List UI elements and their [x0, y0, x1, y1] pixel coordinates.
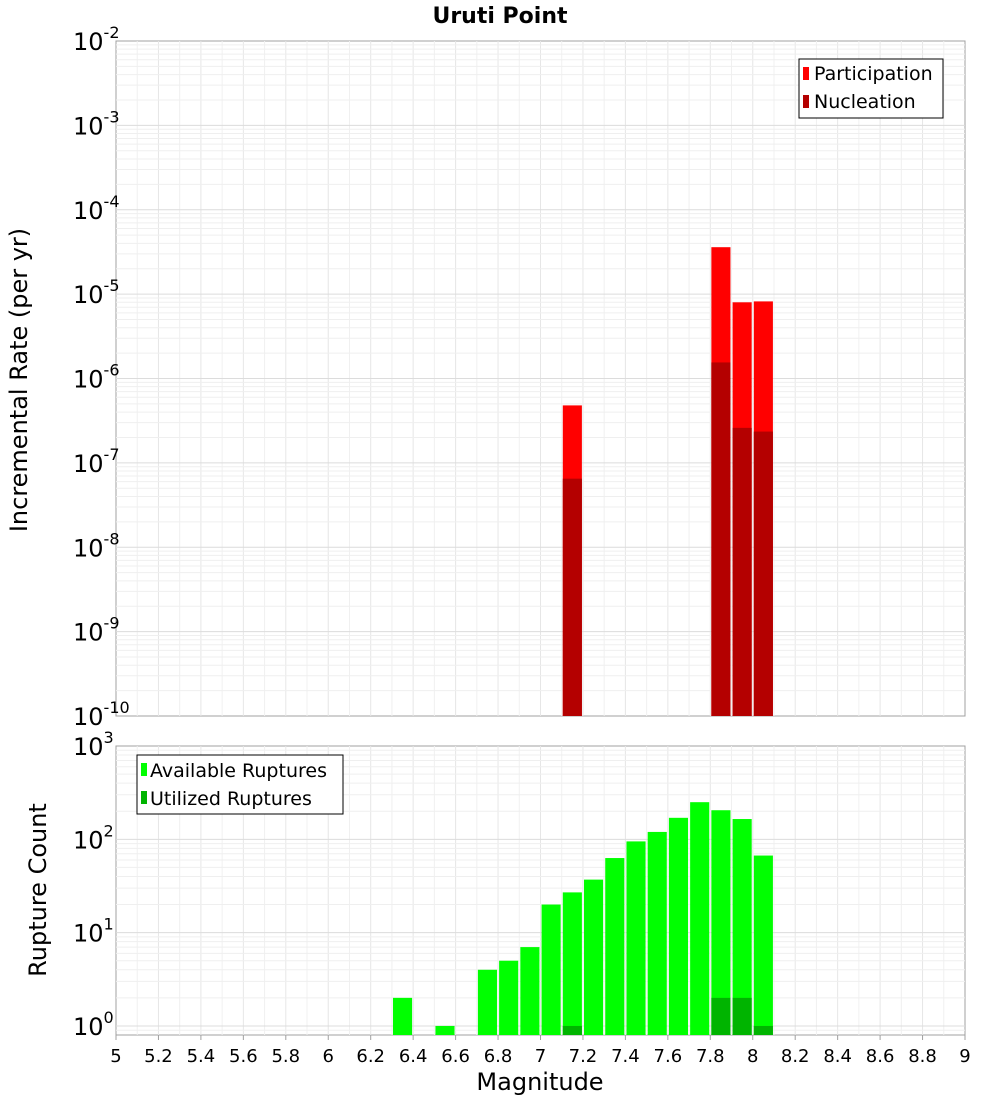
top-y-tick-label: 10-8	[73, 529, 120, 562]
bar-available-ruptures	[392, 997, 413, 1035]
x-tick-label: 8.4	[823, 1046, 852, 1067]
top-y-tick-label: 10-2	[73, 23, 120, 56]
top-grid	[116, 41, 965, 716]
bottom-y-axis-label: Rupture Count	[24, 803, 52, 977]
top-y-tick-label: 10-6	[73, 361, 120, 394]
bar-nucleation	[562, 478, 582, 716]
bar-available-ruptures	[584, 879, 604, 1035]
bar-utilized-ruptures	[732, 997, 752, 1035]
legend-swatch-participation	[803, 67, 809, 80]
bar-nucleation	[753, 431, 773, 716]
bar-nucleation	[711, 362, 731, 716]
x-tick-label: 7.2	[569, 1046, 598, 1067]
x-ticks: 5 5.2 5.4 5.6 5.8 6 6.2 6.4 6.6 6.8 7 7.2 7.4 7.6 7.8 8…	[110, 1035, 971, 1067]
x-tick-label: 5.8	[271, 1046, 300, 1067]
bottom-y-tick-label: 102	[73, 821, 114, 854]
top-y-tick-label: 10-3	[73, 107, 120, 140]
top-bars	[562, 247, 773, 716]
x-tick-label: 5.2	[144, 1046, 173, 1067]
top-y-tick-label: 10-9	[73, 614, 120, 647]
legend-label-participation: Participation	[814, 63, 933, 85]
x-tick-label: 6.2	[356, 1046, 385, 1067]
top-y-tick-label: 10-4	[73, 192, 120, 225]
top-y-axis-label: Incremental Rate (per yr)	[5, 228, 33, 532]
bar-available-ruptures	[753, 855, 773, 1035]
legend-label-available: Available Ruptures	[150, 760, 327, 782]
x-tick-label: 7.6	[654, 1046, 683, 1067]
x-tick-label: 6.4	[399, 1046, 428, 1067]
bottom-y-tick-label: 103	[73, 728, 114, 761]
bottom-y-tick-label: 101	[73, 915, 114, 948]
legend-swatch-utilized	[141, 791, 147, 804]
bottom-grid	[116, 746, 965, 1035]
x-tick-label: 8.8	[908, 1046, 937, 1067]
x-tick-label: 5.6	[229, 1046, 258, 1067]
chart-title: Uruti Point	[432, 4, 568, 29]
bottom-bars	[392, 802, 773, 1035]
bottom-plot: 100 101 102 103 5 5.2 5.4 5.6 5.8 6 6.2 6.4 6.6 6.8 7…	[24, 728, 971, 1096]
bar-available-ruptures	[711, 810, 731, 1035]
bar-available-ruptures	[499, 960, 519, 1035]
x-tick-label: 6	[323, 1046, 334, 1067]
x-tick-label: 7.4	[611, 1046, 640, 1067]
bar-available-ruptures	[541, 904, 561, 1035]
bar-available-ruptures	[668, 817, 689, 1035]
legend-swatch-nucleation	[803, 95, 809, 108]
bar-available-ruptures	[732, 819, 752, 1035]
x-tick-label: 6.6	[441, 1046, 470, 1067]
bottom-legend: Available Ruptures Utilized Ruptures	[136, 754, 344, 815]
x-tick-label: 9	[959, 1046, 970, 1067]
x-tick-label: 8.6	[866, 1046, 895, 1067]
bar-available-ruptures	[435, 1025, 455, 1035]
top-legend-box	[798, 58, 944, 119]
bar-utilized-ruptures	[562, 1025, 582, 1035]
legend-label-nucleation: Nucleation	[814, 91, 916, 113]
bar-utilized-ruptures	[711, 997, 731, 1035]
bar-available-ruptures	[605, 858, 625, 1035]
x-tick-label: 8.2	[781, 1046, 810, 1067]
top-y-ticks: 10-10 10-9 10-8 10-7 10-6 10-5 10-4 10-3 10-2	[73, 23, 130, 731]
x-tick-label: 8	[747, 1046, 758, 1067]
x-tick-label: 6.8	[484, 1046, 513, 1067]
bar-available-ruptures	[562, 892, 582, 1035]
x-axis-label: Magnitude	[476, 1068, 603, 1096]
top-legend: Participation Nucleation	[798, 58, 944, 119]
bar-nucleation	[732, 427, 752, 716]
x-tick-label: 7	[535, 1046, 546, 1067]
bar-utilized-ruptures	[753, 1025, 773, 1035]
top-y-tick-label: 10-5	[73, 276, 120, 309]
x-tick-label: 5	[110, 1046, 121, 1067]
bar-available-ruptures	[626, 841, 646, 1035]
bar-available-ruptures	[477, 969, 497, 1035]
bar-available-ruptures	[520, 947, 540, 1035]
legend-label-utilized: Utilized Ruptures	[150, 788, 312, 810]
bar-available-ruptures	[647, 831, 667, 1035]
top-plot: 10-10 10-9 10-8 10-7 10-6 10-5 10-4 10-3 10-2 In…	[5, 23, 966, 731]
bottom-y-tick-label: 100	[73, 1008, 114, 1041]
x-tick-label: 5.4	[187, 1046, 216, 1067]
x-tick-label: 7.8	[696, 1046, 725, 1067]
bar-available-ruptures	[690, 802, 710, 1035]
top-y-tick-label: 10-7	[73, 445, 120, 478]
bottom-legend-box	[136, 754, 344, 815]
bottom-y-ticks: 100 101 102 103	[73, 728, 114, 1041]
legend-swatch-available	[141, 763, 147, 776]
top-y-tick-label: 10-10	[73, 698, 130, 731]
